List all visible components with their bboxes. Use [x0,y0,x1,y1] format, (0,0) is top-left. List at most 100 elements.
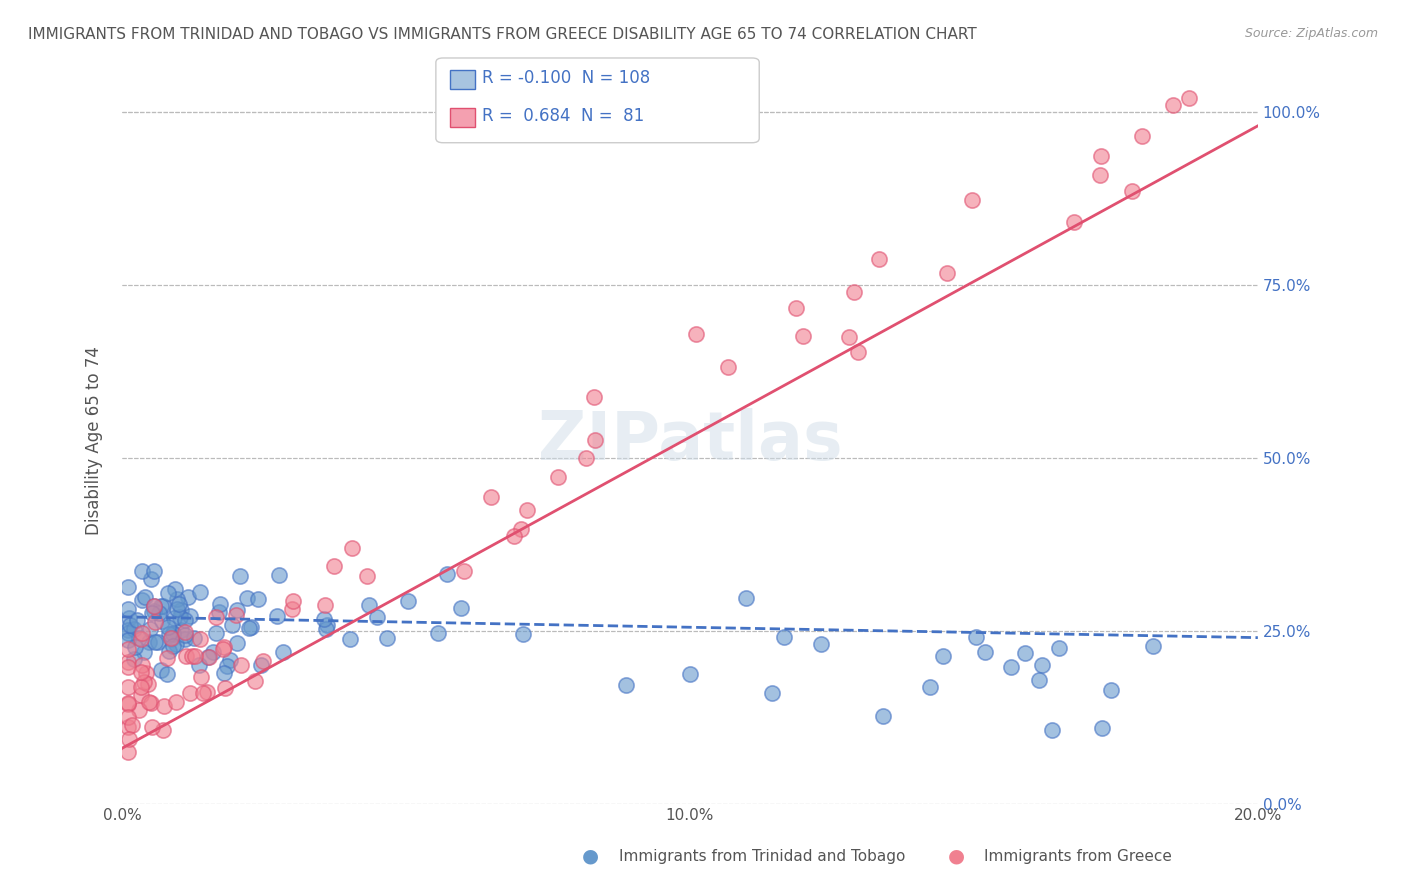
Point [339,632,361,646]
Point [174,613,197,627]
Point [117,624,139,638]
Point [143,604,166,618]
Point [117,602,139,616]
Point [583,433,606,447]
Point [129,689,152,703]
Point [773,630,796,644]
Point [935,266,957,280]
Point [844,285,866,299]
Point [243,673,266,688]
Text: Immigrants from Trinidad and Tobago: Immigrants from Trinidad and Tobago [619,849,905,863]
Point [516,503,538,517]
Point [160,632,183,646]
Point [217,658,239,673]
Point [134,591,156,605]
Point [149,599,172,613]
Point [136,677,159,691]
Point [131,593,153,607]
Point [872,709,894,723]
Point [156,666,179,681]
Point [931,649,953,664]
Point [157,644,180,658]
Point [1031,657,1053,672]
Point [179,686,201,700]
Point [974,645,997,659]
Point [190,671,212,685]
Point [191,686,214,700]
Point [868,252,890,266]
Point [312,612,335,626]
Point [118,610,141,624]
Point [359,598,381,612]
Point [212,665,235,680]
Point [157,627,180,641]
Point [450,600,472,615]
Point [271,645,294,659]
Point [267,568,290,582]
Point [131,632,153,647]
Point [1161,98,1184,112]
Point [138,635,160,649]
Point [198,650,221,665]
Point [163,610,186,624]
Point [166,602,188,616]
Point [792,328,814,343]
Point [183,632,205,646]
Point [174,632,197,646]
Point [131,625,153,640]
Text: ●: ● [582,847,599,866]
Point [153,699,176,714]
Point [141,720,163,734]
Point [960,193,983,207]
Point [135,666,157,681]
Y-axis label: Disability Age 65 to 74: Disability Age 65 to 74 [86,346,103,535]
Text: Immigrants from Greece: Immigrants from Greece [984,849,1173,863]
Point [129,680,152,694]
Point [177,590,200,604]
Point [181,649,204,664]
Point [479,490,502,504]
Point [117,681,139,695]
Point [1047,640,1070,655]
Point [1063,215,1085,229]
Point [212,640,235,654]
Point [150,663,173,677]
Point [155,651,177,665]
Point [1130,129,1153,144]
Point [134,675,156,690]
Point [150,615,173,629]
Point [1000,660,1022,674]
Point [117,580,139,594]
Point [1028,673,1050,687]
Point [226,636,249,650]
Point [156,586,179,600]
Point [212,642,235,657]
Point [165,695,187,709]
Point [169,609,191,624]
Point [219,653,242,667]
Point [117,641,139,656]
Point [121,717,143,731]
Point [118,731,141,746]
Point [214,681,236,695]
Point [122,652,145,666]
Point [165,636,187,650]
Point [179,609,201,624]
Point [117,626,139,640]
Point [785,301,807,316]
Point [575,450,598,465]
Point [366,609,388,624]
Point [127,613,149,627]
Point [1040,723,1063,738]
Point [396,594,419,608]
Point [204,610,226,624]
Point [117,696,139,710]
Point [510,522,533,536]
Point [142,599,165,613]
Point [846,344,869,359]
Point [142,565,165,579]
Point [436,567,458,582]
Text: ZIPatlas: ZIPatlas [537,408,842,474]
Point [221,618,243,632]
Point [195,685,218,699]
